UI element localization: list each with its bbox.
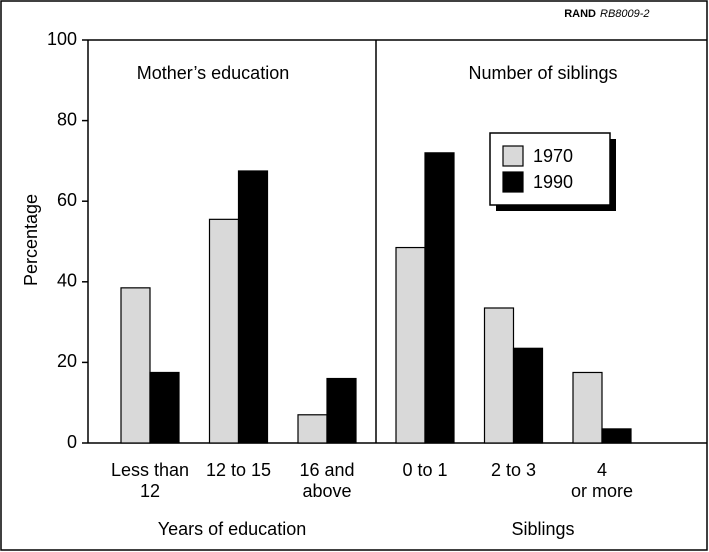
bar xyxy=(237,170,269,444)
source-org: RAND xyxy=(564,8,596,20)
x-axis-label: Siblings xyxy=(511,519,574,539)
y-tick-label: 100 xyxy=(47,29,77,49)
y-tick-label: 80 xyxy=(57,109,77,129)
x-tick-label: 4 or more xyxy=(571,460,633,501)
legend-label: 1970 xyxy=(533,146,573,166)
bar xyxy=(512,347,544,444)
bar xyxy=(120,287,151,444)
panel-title: Number of siblings xyxy=(468,63,617,83)
legend-label: 1990 xyxy=(533,172,573,192)
bar xyxy=(149,371,180,444)
x-tick-label: 0 to 1 xyxy=(402,460,447,480)
bar xyxy=(297,414,328,444)
bar xyxy=(601,428,632,444)
bar xyxy=(326,377,357,444)
y-tick-label: 60 xyxy=(57,190,77,210)
bar xyxy=(424,152,455,444)
x-tick-label: 2 to 3 xyxy=(491,460,536,480)
x-tick-label: Less than 12 xyxy=(111,460,189,501)
bar xyxy=(395,246,426,444)
legend-swatch xyxy=(502,145,524,167)
bar xyxy=(572,371,603,444)
y-axis-label: Percentage xyxy=(21,194,41,286)
x-tick-label: 12 to 15 xyxy=(206,460,271,480)
x-tick-label: 16 and above xyxy=(299,460,354,501)
panel-title: Mother’s education xyxy=(137,63,289,83)
legend-swatch xyxy=(502,171,524,193)
y-tick-label: 0 xyxy=(67,432,77,452)
bar xyxy=(208,218,240,444)
bar xyxy=(483,307,515,444)
legend-box xyxy=(489,132,611,206)
x-axis-label: Years of education xyxy=(158,519,306,539)
source-id: RB8009-2 xyxy=(600,8,650,20)
y-tick-label: 20 xyxy=(57,351,77,371)
y-tick-label: 40 xyxy=(57,271,77,291)
